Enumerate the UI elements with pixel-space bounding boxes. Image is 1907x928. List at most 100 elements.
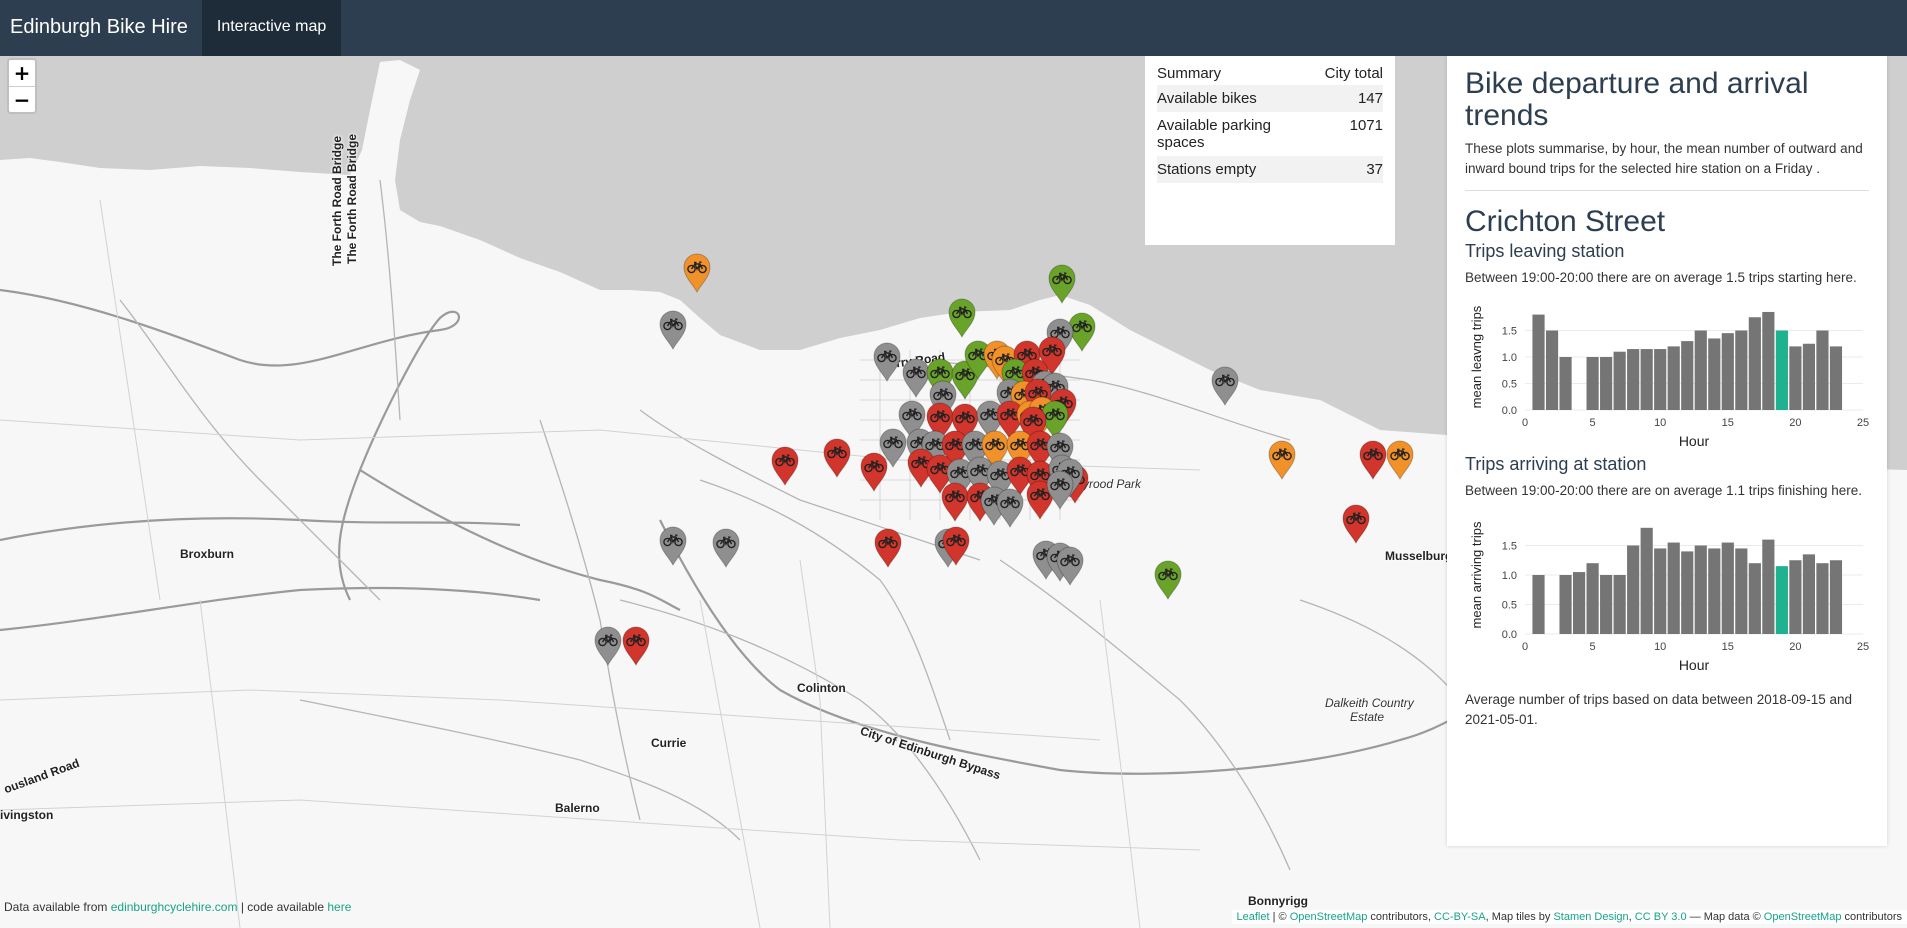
station-marker-red[interactable] [873, 528, 903, 568]
y-tick-label: 1.5 [1502, 325, 1517, 337]
station-marker-orange[interactable] [682, 253, 712, 293]
bar-hour-14[interactable] [1708, 338, 1721, 410]
bar-hour-2[interactable] [1545, 330, 1559, 410]
bar-hour-22[interactable] [1816, 563, 1829, 635]
bar-hour-7[interactable] [1613, 575, 1626, 635]
bar-hour-20[interactable] [1789, 560, 1802, 635]
arriving-trips-chart: 0.0 0.5 1.0 1.5 0 5 10 15 20 25 Hour mean arriving … [1469, 521, 1869, 673]
bar-hour-9[interactable] [1640, 348, 1653, 410]
cyclehire-link[interactable]: edinburghcyclehire.com [110, 900, 238, 914]
station-marker-green[interactable] [1047, 264, 1077, 304]
attrib-contributors: contributors, [1370, 911, 1431, 923]
bar-hour-23[interactable] [1829, 560, 1843, 635]
station-marker-grey[interactable] [711, 528, 741, 568]
station-marker-red[interactable] [770, 446, 800, 486]
station-marker-green[interactable] [1067, 312, 1097, 352]
station-marker-red[interactable] [1025, 480, 1055, 520]
station-marker-red[interactable] [621, 626, 651, 666]
station-marker-grey[interactable] [593, 626, 623, 666]
bar-hour-15[interactable] [1721, 542, 1734, 635]
station-marker-orange[interactable] [980, 430, 1010, 470]
code-link[interactable]: here [327, 900, 352, 914]
bar-hour-11[interactable] [1667, 346, 1680, 410]
bar-hour-17[interactable] [1748, 563, 1761, 635]
bar-hour-8[interactable] [1627, 348, 1640, 410]
station-marker-orange[interactable] [1385, 440, 1415, 480]
zoom-in-button[interactable]: + [13, 61, 31, 85]
y-tick-label: 0.5 [1502, 600, 1517, 612]
station-marker-red[interactable] [1358, 440, 1388, 480]
bar-hour-21[interactable] [1802, 343, 1816, 410]
bar-hour-18[interactable] [1762, 311, 1775, 410]
bar-hour-11[interactable] [1667, 542, 1680, 635]
station-marker-grey[interactable] [995, 488, 1025, 528]
leaflet-link[interactable]: Leaflet [1236, 911, 1270, 923]
station-marker-grey[interactable] [1045, 470, 1075, 510]
bar-hour-7[interactable] [1613, 351, 1626, 410]
bar-hour-19[interactable] [1775, 566, 1788, 635]
station-marker-red[interactable] [940, 482, 970, 522]
bar-hour-5[interactable] [1586, 356, 1599, 410]
bar-hour-21[interactable] [1802, 554, 1816, 635]
station-marker-red[interactable] [822, 438, 852, 478]
osm-link-2[interactable]: OpenStreetMap [1763, 911, 1842, 923]
station-marker-grey[interactable] [901, 358, 931, 398]
station-marker-grey[interactable] [1210, 366, 1240, 406]
bar-hour-3[interactable] [1559, 575, 1572, 635]
bar-hour-16[interactable] [1735, 330, 1748, 410]
bar-hour-16[interactable] [1735, 548, 1748, 635]
brand-title[interactable]: Edinburgh Bike Hire [10, 16, 188, 38]
bar-hour-9[interactable] [1640, 528, 1653, 635]
station-marker-grey[interactable] [1055, 546, 1085, 586]
bar-hour-13[interactable] [1694, 330, 1707, 410]
station-marker-green[interactable] [1153, 560, 1183, 600]
bar-hour-17[interactable] [1748, 316, 1761, 410]
trends-panel[interactable]: Bike departure and arrival trends These … [1447, 56, 1887, 846]
station-marker-green[interactable] [947, 298, 977, 338]
bar-hour-18[interactable] [1762, 539, 1775, 635]
bar-hour-1[interactable] [1532, 314, 1545, 410]
bar-hour-22[interactable] [1816, 330, 1829, 410]
station-marker-red[interactable] [1025, 430, 1055, 470]
station-marker-green[interactable] [1040, 400, 1070, 440]
bar-hour-12[interactable] [1681, 340, 1694, 410]
bar-hour-12[interactable] [1681, 551, 1694, 635]
bar-hour-3[interactable] [1559, 356, 1572, 410]
station-marker-red[interactable] [906, 448, 936, 488]
station-marker-grey[interactable] [872, 342, 902, 382]
bicycle-icon [860, 452, 888, 492]
bar-hour-10[interactable] [1654, 348, 1667, 410]
summary-header-value: City total [1324, 65, 1383, 82]
cc-by-sa-link[interactable]: CC-BY-SA [1434, 911, 1486, 923]
station-marker-orange[interactable] [1267, 440, 1297, 480]
bar-hour-15[interactable] [1721, 332, 1734, 410]
stamen-link[interactable]: Stamen Design [1553, 911, 1629, 923]
bar-hour-6[interactable] [1600, 575, 1613, 635]
cc-by-link[interactable]: CC BY 3.0 [1634, 911, 1687, 923]
zoom-out-button[interactable]: − [9, 86, 35, 112]
bar-hour-5[interactable] [1586, 563, 1599, 635]
station-marker-grey[interactable] [878, 428, 908, 468]
osm-link[interactable]: OpenStreetMap [1289, 911, 1368, 923]
station-marker-grey[interactable] [658, 526, 688, 566]
bar-hour-19[interactable] [1775, 330, 1788, 410]
station-marker-grey[interactable] [658, 310, 688, 350]
x-tick-label: 10 [1654, 641, 1666, 653]
bar-hour-23[interactable] [1829, 346, 1843, 410]
station-marker-red[interactable] [941, 526, 971, 566]
bar-hour-1[interactable] [1532, 575, 1545, 635]
bar-hour-6[interactable] [1600, 356, 1613, 410]
station-marker-green[interactable] [950, 360, 980, 400]
bar-hour-20[interactable] [1789, 346, 1802, 410]
bar-hour-8[interactable] [1627, 545, 1640, 635]
bar-hour-4[interactable] [1572, 572, 1586, 635]
station-marker-red[interactable] [1341, 504, 1371, 544]
bicycle-icon [873, 342, 901, 382]
tab-interactive-map[interactable]: Interactive map [201, 0, 342, 56]
station-marker-grey[interactable] [975, 400, 1005, 440]
y-axis-label: mean leavng trips [1469, 305, 1484, 408]
bar-hour-10[interactable] [1654, 548, 1667, 635]
station-marker-red[interactable] [859, 452, 889, 492]
bar-hour-14[interactable] [1708, 548, 1721, 635]
bar-hour-13[interactable] [1694, 545, 1707, 635]
